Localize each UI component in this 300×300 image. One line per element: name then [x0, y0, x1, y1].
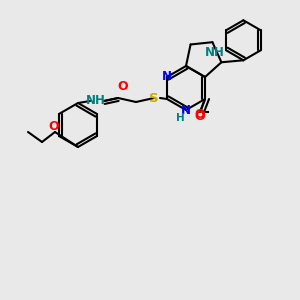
Text: H: H: [176, 113, 184, 123]
Text: O: O: [118, 80, 128, 94]
Text: O: O: [195, 109, 206, 122]
Text: N: N: [162, 70, 172, 83]
Text: O: O: [49, 119, 59, 133]
Text: S: S: [149, 92, 159, 104]
Text: NH: NH: [205, 46, 224, 59]
Text: N: N: [181, 103, 191, 116]
Text: NH: NH: [86, 94, 106, 107]
Text: O: O: [195, 110, 206, 122]
